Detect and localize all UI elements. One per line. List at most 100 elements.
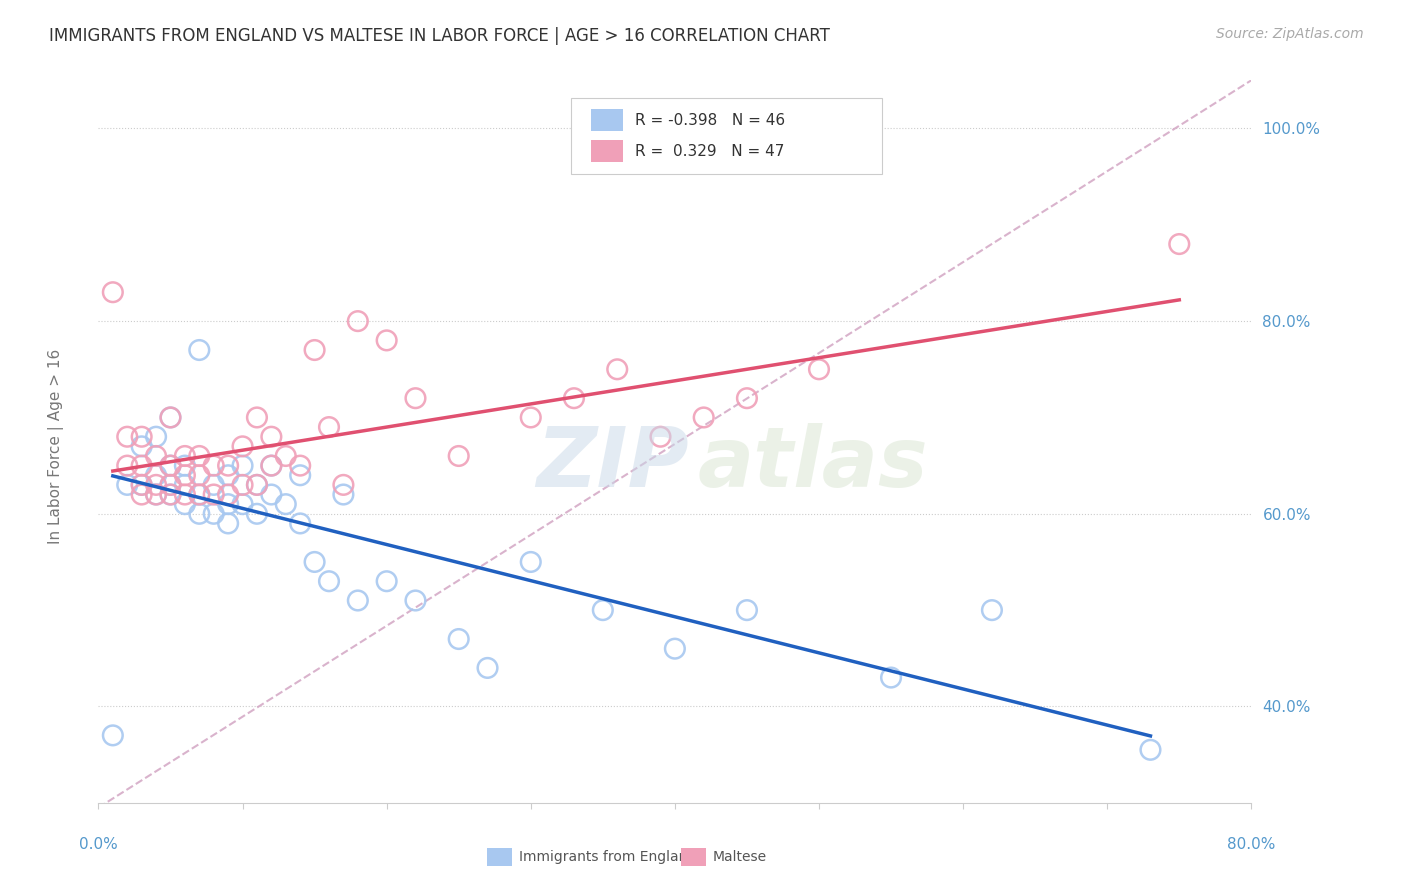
Point <box>246 507 269 521</box>
Point <box>231 439 254 453</box>
Point <box>290 458 312 473</box>
Point <box>188 449 211 463</box>
Point <box>145 487 167 501</box>
Text: Maltese: Maltese <box>713 850 768 864</box>
Point <box>145 430 167 444</box>
Point <box>260 458 283 473</box>
Text: Immigrants from England: Immigrants from England <box>519 850 696 864</box>
Point <box>1168 237 1191 252</box>
Point <box>188 343 211 357</box>
Point <box>159 410 181 425</box>
Text: IMMIGRANTS FROM ENGLAND VS MALTESE IN LABOR FORCE | AGE > 16 CORRELATION CHART: IMMIGRANTS FROM ENGLAND VS MALTESE IN LA… <box>49 27 830 45</box>
Point <box>808 362 831 376</box>
Point <box>332 478 354 492</box>
Text: R =  0.329   N = 47: R = 0.329 N = 47 <box>634 144 785 159</box>
Point <box>375 334 398 348</box>
Point <box>217 487 239 501</box>
Point <box>174 458 197 473</box>
Point <box>188 487 211 501</box>
Point <box>131 487 153 501</box>
Point <box>520 410 543 425</box>
Point <box>447 632 470 646</box>
Point <box>246 410 269 425</box>
Point <box>606 362 628 376</box>
Point <box>174 487 197 501</box>
Point <box>332 487 354 501</box>
Point <box>202 487 225 501</box>
Point <box>188 468 211 483</box>
Text: In Labor Force | Age > 16: In Labor Force | Age > 16 <box>48 349 65 543</box>
FancyBboxPatch shape <box>571 98 883 174</box>
Text: R = -0.398   N = 46: R = -0.398 N = 46 <box>634 112 785 128</box>
Point <box>1139 743 1161 757</box>
Point <box>735 603 758 617</box>
Point <box>217 468 239 483</box>
Point <box>290 516 312 531</box>
Point <box>174 497 197 511</box>
Text: 0.0%: 0.0% <box>79 837 118 852</box>
Text: ZIP: ZIP <box>537 423 689 504</box>
Text: 80.0%: 80.0% <box>1227 837 1275 852</box>
Point <box>117 478 139 492</box>
Point <box>664 641 686 656</box>
Point <box>117 430 139 444</box>
Point <box>145 487 167 501</box>
Bar <box>486 847 512 866</box>
Point <box>145 468 167 483</box>
Point <box>693 410 716 425</box>
Point <box>246 478 269 492</box>
Point <box>202 478 225 492</box>
Point <box>159 478 181 492</box>
Point <box>304 555 326 569</box>
Bar <box>681 847 706 866</box>
Point <box>101 285 124 300</box>
Point <box>131 430 153 444</box>
Bar <box>591 109 623 131</box>
Point <box>159 458 181 473</box>
Bar <box>591 140 623 162</box>
Point <box>159 458 181 473</box>
Point <box>217 516 239 531</box>
Text: atlas: atlas <box>697 423 928 504</box>
Point <box>592 603 614 617</box>
Point <box>174 468 197 483</box>
Point <box>274 497 297 511</box>
Point <box>304 343 326 357</box>
Point <box>202 507 225 521</box>
Point <box>145 478 167 492</box>
Point <box>217 458 239 473</box>
Point <box>131 478 153 492</box>
Point <box>188 507 211 521</box>
Point <box>981 603 1004 617</box>
Point <box>318 420 340 434</box>
Point <box>735 391 758 405</box>
Point <box>477 661 499 675</box>
Point <box>260 487 283 501</box>
Point <box>346 593 368 607</box>
Point <box>260 458 283 473</box>
Point <box>260 430 283 444</box>
Point <box>290 468 312 483</box>
Point <box>131 478 153 492</box>
Point <box>174 478 197 492</box>
Point <box>202 458 225 473</box>
Point <box>405 593 427 607</box>
Point <box>159 487 181 501</box>
Point <box>117 458 139 473</box>
Point <box>188 487 211 501</box>
Point <box>231 478 254 492</box>
Point <box>159 410 181 425</box>
Point <box>231 497 254 511</box>
Point <box>217 497 239 511</box>
Point <box>231 458 254 473</box>
Point <box>562 391 585 405</box>
Point <box>650 430 672 444</box>
Text: Source: ZipAtlas.com: Source: ZipAtlas.com <box>1216 27 1364 41</box>
Point <box>131 439 153 453</box>
Point <box>131 458 153 473</box>
Point <box>159 478 181 492</box>
Point <box>405 391 427 405</box>
Point <box>274 449 297 463</box>
Point <box>174 449 197 463</box>
Point <box>101 728 124 742</box>
